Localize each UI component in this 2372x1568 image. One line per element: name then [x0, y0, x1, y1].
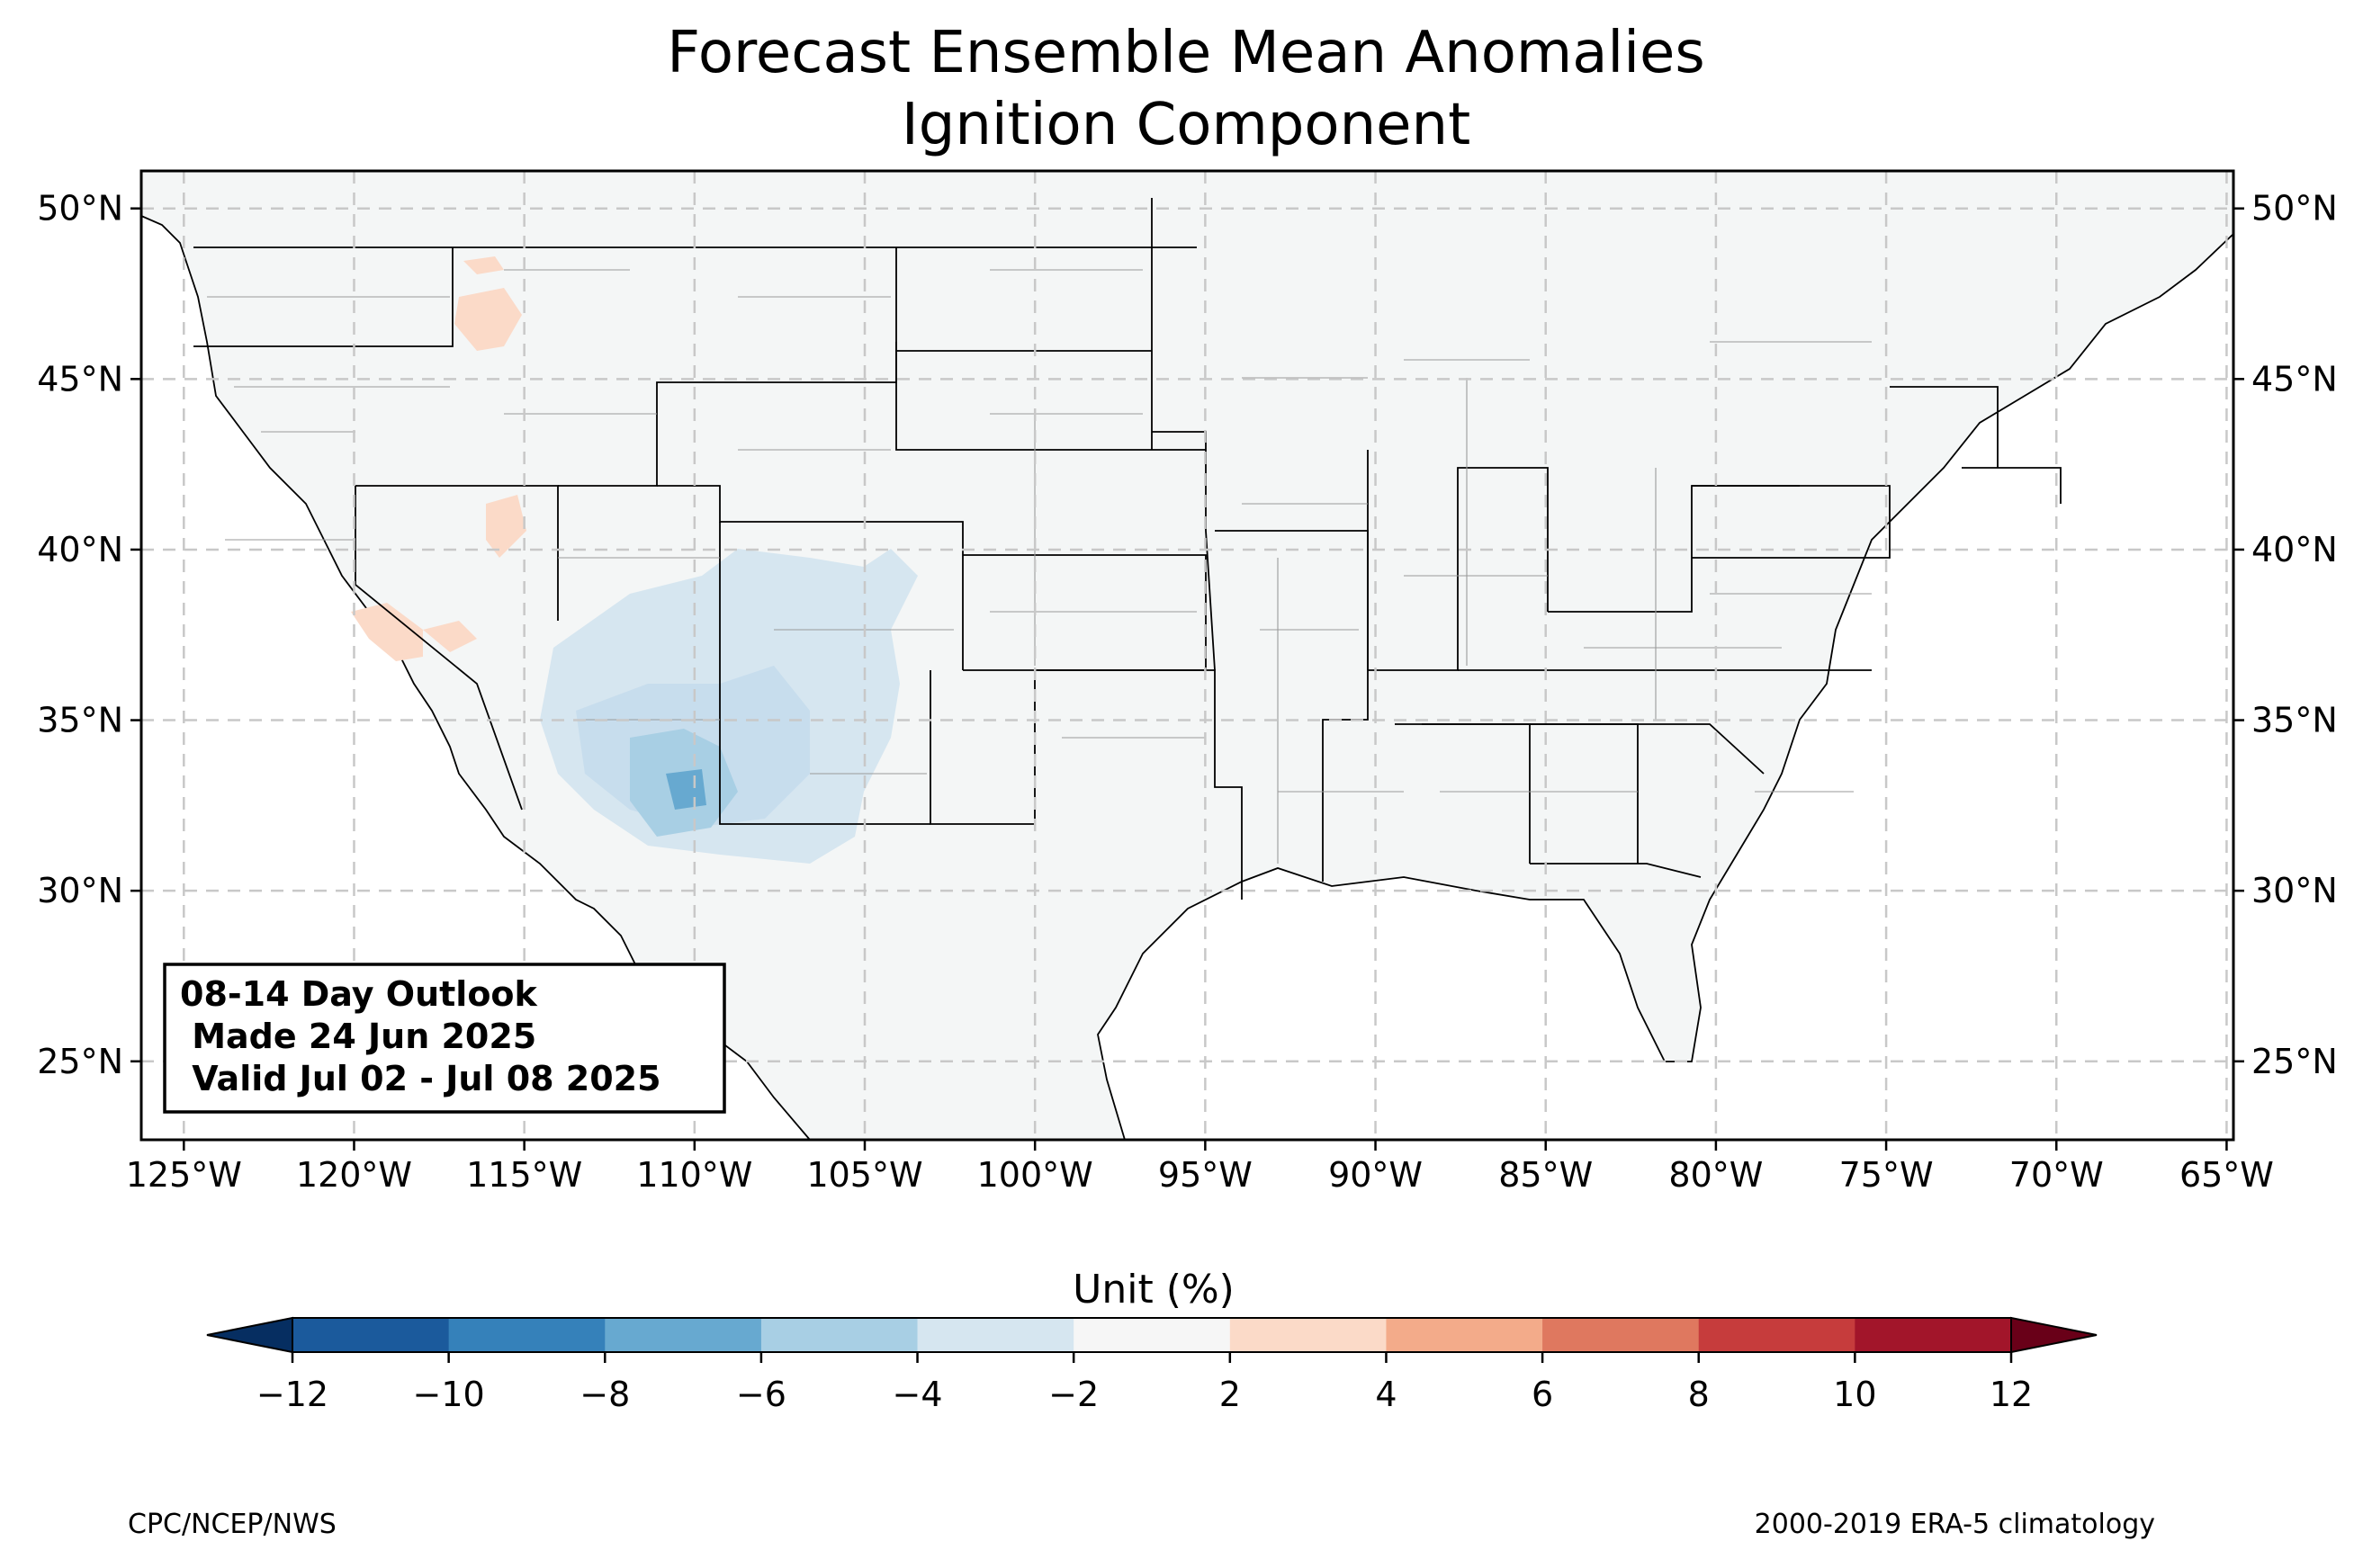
colorbar-segment — [448, 1318, 606, 1352]
lon-tick-label: 125°W — [126, 1155, 242, 1195]
land-mass — [141, 171, 2233, 1140]
lon-tick-label: 115°W — [466, 1155, 582, 1195]
lat-tick-label-left: 40°N — [37, 530, 123, 569]
outlook-line1: 08-14 Day Outlook — [180, 974, 538, 1014]
colorbar-tick-label: −8 — [580, 1375, 630, 1414]
colorbar-segment — [1386, 1318, 1543, 1352]
lon-tick-label: 70°W — [2009, 1155, 2104, 1195]
colorbar-segment — [917, 1318, 1074, 1352]
lat-tick-label-left: 50°N — [37, 189, 123, 228]
colorbar-tick-label: 8 — [1688, 1375, 1710, 1414]
lat-tick-label-right: 50°N — [2251, 189, 2338, 228]
colorbar-tick-label: −2 — [1048, 1375, 1099, 1414]
lon-tick-label: 65°W — [2179, 1155, 2274, 1195]
colorbar-tick-label: −12 — [256, 1375, 328, 1414]
colorbar-under-extension — [206, 1316, 293, 1354]
colorbar-tick-label: 4 — [1375, 1375, 1397, 1414]
colorbar-tick-label: 10 — [1833, 1375, 1876, 1414]
colorbar-segment — [760, 1318, 919, 1352]
colorbar-segment — [1229, 1318, 1387, 1352]
colorbar: −12 −10 −8 −6 −4 −2 2 4 6 8 10 12 — [206, 1316, 2098, 1414]
colorbar-over-extension — [2010, 1316, 2098, 1354]
lon-tick-label: 120°W — [296, 1155, 412, 1195]
positive-anomaly-region — [351, 256, 526, 661]
colorbar-tick-label: 12 — [1990, 1375, 2033, 1414]
lat-tick-label-left: 30°N — [37, 871, 123, 910]
colorbar-tick-label: −10 — [413, 1375, 485, 1414]
colorbar-tick-label: 2 — [1219, 1375, 1241, 1414]
lon-tick-label: 95°W — [1158, 1155, 1253, 1195]
lon-tick-label: 75°W — [1839, 1155, 1934, 1195]
lon-tick-label: 105°W — [806, 1155, 922, 1195]
colorbar-segment — [605, 1318, 762, 1352]
colorbar-segment — [1074, 1318, 1231, 1352]
lat-tick-label-left: 35°N — [37, 701, 123, 740]
lon-tick-label: 90°W — [1328, 1155, 1423, 1195]
colorbar-segment — [1698, 1318, 1855, 1352]
lon-tick-label: 100°W — [977, 1155, 1093, 1195]
colorbar-tick-label: −6 — [736, 1375, 786, 1414]
outlook-line2: Made 24 Jun 2025 — [180, 1017, 536, 1056]
map-frame — [139, 169, 2235, 1142]
colorbar-label: Unit (%) — [1073, 1267, 1235, 1313]
colorbar-tick-label: 6 — [1532, 1375, 1553, 1414]
outlook-line3: Valid Jul 02 - Jul 08 2025 — [180, 1059, 661, 1098]
lon-tick-label: 80°W — [1668, 1155, 1763, 1195]
lat-tick-label-right: 30°N — [2251, 871, 2338, 910]
colorbar-segment — [1542, 1318, 1700, 1352]
lat-tick-label-right: 35°N — [2251, 701, 2338, 740]
colorbar-segment — [1855, 1318, 2012, 1352]
map-title-line2: Ignition Component — [902, 92, 1470, 158]
axis-ticks: 125°W 120°W 115°W 110°W 105°W 100°W 95°W 90°W 85… — [37, 189, 2338, 1195]
lat-tick-label-right: 40°N — [2251, 530, 2338, 569]
lon-tick-label: 85°W — [1498, 1155, 1593, 1195]
state-borders — [193, 198, 2062, 900]
colorbar-tick-label: −4 — [893, 1375, 943, 1414]
lon-tick-label: 110°W — [636, 1155, 752, 1195]
map-title-line1: Forecast Ensemble Mean Anomalies — [667, 20, 1704, 86]
colorbar-outline — [292, 1317, 2012, 1353]
lat-tick-label-left: 45°N — [37, 359, 123, 399]
lat-tick-label-right: 45°N — [2251, 359, 2338, 399]
lat-tick-label-right: 25°N — [2251, 1042, 2338, 1081]
colorbar-segment — [292, 1318, 450, 1352]
credit-right: 2000-2019 ERA-5 climatology — [1755, 1509, 2155, 1540]
credit-left: CPC/NCEP/NWS — [128, 1509, 337, 1540]
negative-anomaly-region — [540, 549, 918, 864]
lat-tick-label-left: 25°N — [37, 1042, 123, 1081]
outlook-box: 08-14 Day Outlook Made 24 Jun 2025 Valid… — [163, 963, 726, 1114]
